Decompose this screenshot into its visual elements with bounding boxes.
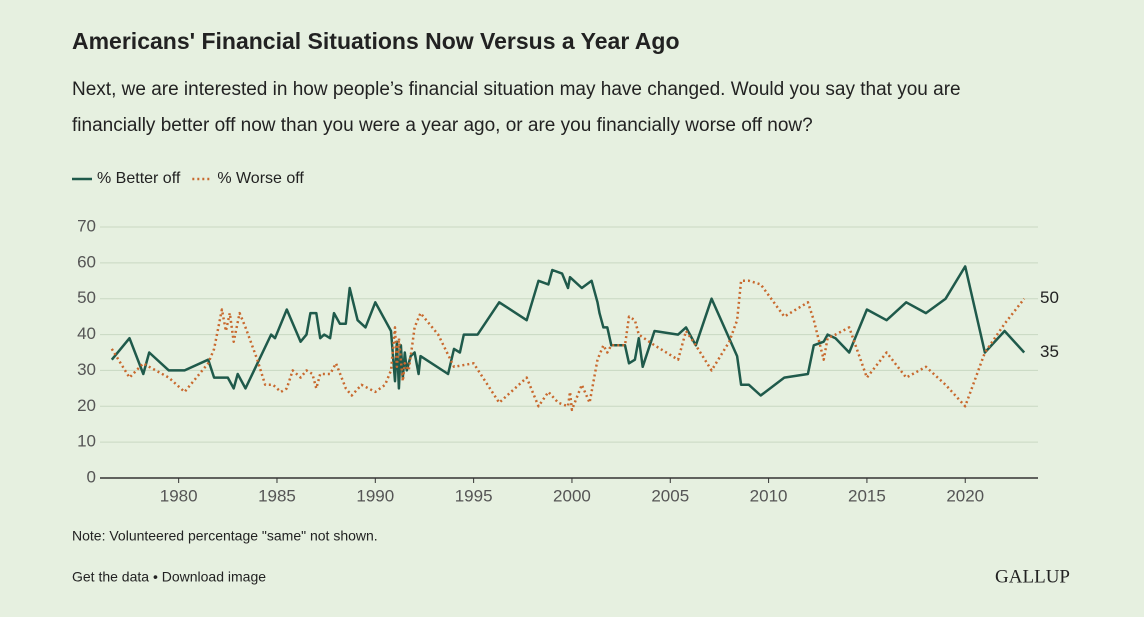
end-label: 50 (1040, 288, 1059, 307)
x-tick-label: 2005 (651, 486, 689, 505)
y-tick-label: 20 (77, 396, 96, 415)
legend-label: % Better off (97, 170, 181, 187)
y-tick-label: 60 (77, 252, 96, 271)
footer-links[interactable]: Get the data • Download image (72, 569, 266, 585)
x-tick-label: 2010 (750, 486, 788, 505)
subtitle: Next, we are interested in how people’s … (72, 79, 961, 100)
logo: GALLUP (995, 566, 1070, 587)
legend-label: % Worse off (217, 170, 304, 187)
y-tick-label: 30 (77, 360, 96, 379)
y-tick-label: 70 (77, 216, 96, 235)
series-line (110, 279, 1026, 412)
y-tick-label: 0 (87, 467, 96, 486)
x-tick-label: 1990 (356, 486, 394, 505)
y-tick-label: 50 (77, 288, 96, 307)
x-tick-label: 1985 (258, 486, 296, 505)
x-tick-label: 1980 (160, 486, 198, 505)
x-tick-label: 2020 (946, 486, 984, 505)
subtitle: financially better off now than you were… (72, 115, 813, 136)
y-tick-label: 10 (77, 432, 96, 451)
chart-title: Americans' Financial Situations Now Vers… (72, 28, 680, 54)
end-label: 35 (1040, 342, 1059, 361)
x-tick-label: 2015 (848, 486, 886, 505)
series-line (110, 265, 1026, 397)
x-tick-label: 1995 (455, 486, 493, 505)
y-tick-label: 40 (77, 324, 96, 343)
note: Note: Volunteered percentage "same" not … (72, 528, 378, 544)
x-tick-label: 2000 (553, 486, 591, 505)
